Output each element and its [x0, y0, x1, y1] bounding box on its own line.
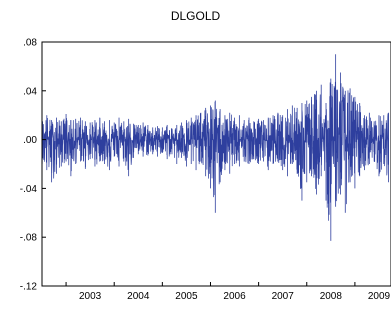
- y-tick-label: -.04: [20, 184, 38, 195]
- y-tick-label: .04: [23, 86, 37, 97]
- x-tick-label: 2008: [320, 291, 343, 302]
- x-tick-label: 2009: [368, 291, 391, 302]
- chart-title: DLGOLD: [170, 9, 221, 23]
- series-group: [41, 54, 389, 241]
- x-tick-label: 2003: [79, 291, 102, 302]
- y-tick-label: .00: [23, 135, 37, 146]
- y-tick-label: -.12: [20, 282, 38, 293]
- y-tick-label: .08: [23, 38, 37, 49]
- x-tick-label: 2007: [272, 291, 295, 302]
- x-tick-label: 2004: [127, 291, 150, 302]
- y-tick-label: -.08: [20, 233, 38, 244]
- x-tick-label: 2006: [223, 291, 246, 302]
- x-tick-label: 2005: [175, 291, 198, 302]
- x-axis: 2003 2004 2005 2006 2007 2008 2009: [65, 282, 391, 302]
- plot-frame: [41, 41, 391, 287]
- series-spikes: [41, 54, 389, 241]
